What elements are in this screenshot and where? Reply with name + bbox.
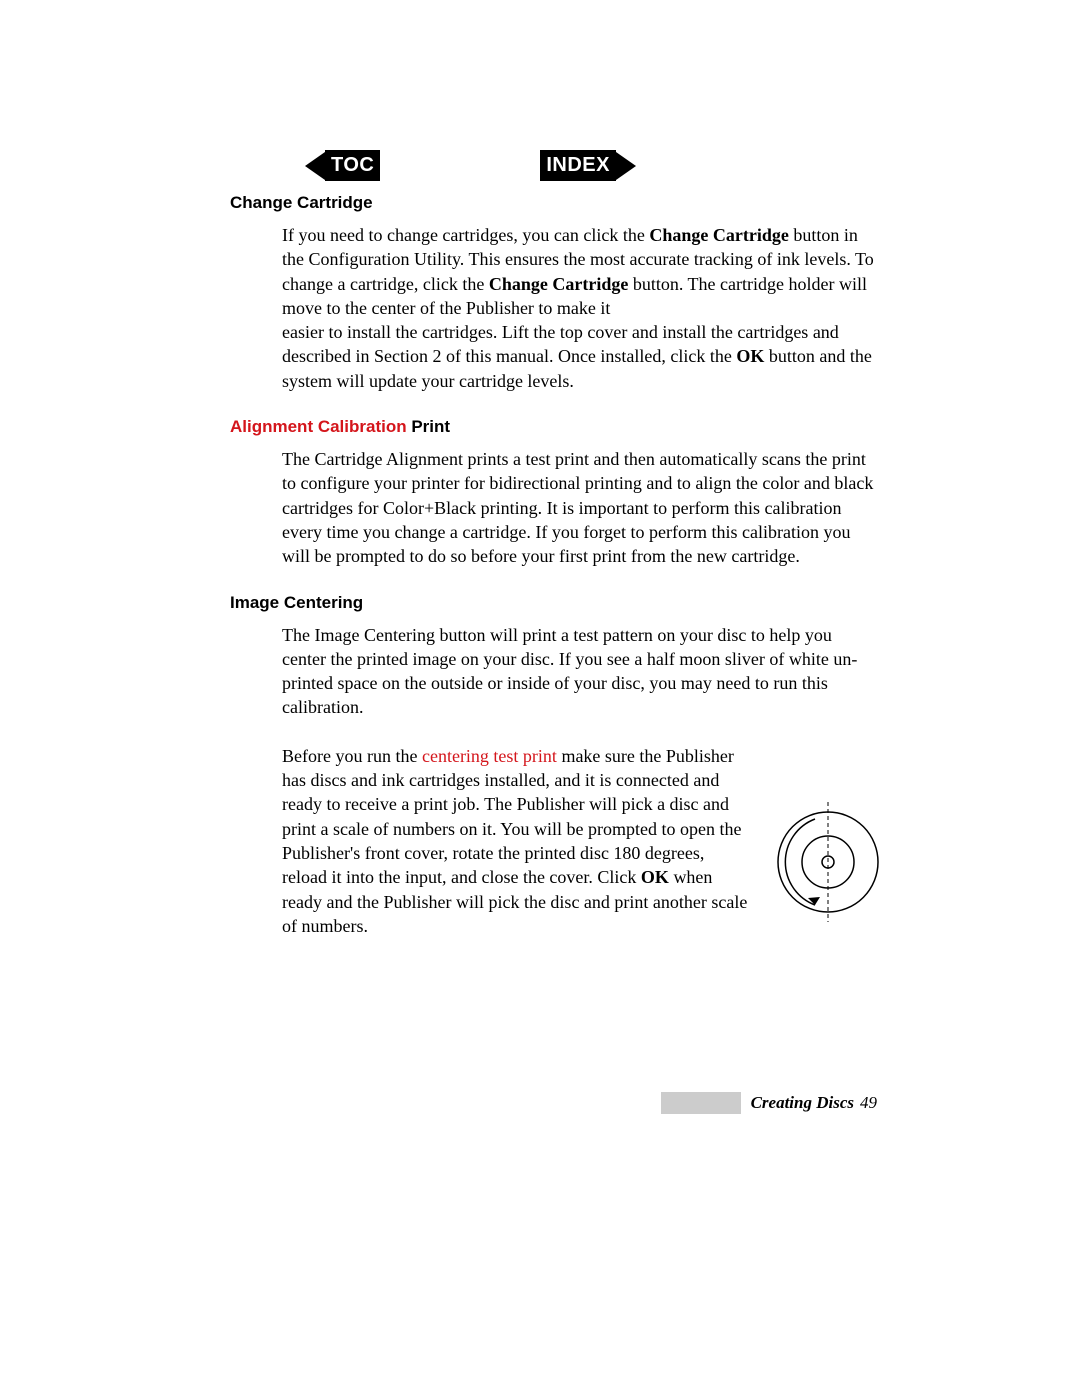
text-run: The Cartridge Alignment prints a test pr… — [282, 449, 873, 566]
text-run: make sure the Publisher has discs and in… — [282, 746, 741, 887]
nav-bar: TOC INDEX — [305, 150, 880, 181]
heading-text: Image Centering — [230, 593, 363, 612]
footer-page-number: 49 — [860, 1093, 877, 1113]
footer-chapter: Creating Discs — [751, 1093, 854, 1113]
paragraph: The Image Centering button will print a … — [282, 623, 880, 720]
page-footer: Creating Discs 49 — [661, 1092, 877, 1114]
heading-change-cartridge: Change Cartridge — [230, 193, 880, 213]
text-run: If you need to change cartridges, you ca… — [282, 225, 649, 245]
text-red: centering test print — [422, 746, 557, 766]
arrow-right-icon — [616, 152, 636, 180]
heading-image-centering: Image Centering — [230, 593, 880, 613]
text-run: Before you run the — [282, 746, 422, 766]
arrow-left-icon — [305, 152, 325, 180]
text-bold: Change Cartridge — [649, 225, 788, 245]
heading-text: Change Cartridge — [230, 193, 373, 212]
text-bold: Change Cartridge — [489, 274, 628, 294]
heading-alignment: Alignment Calibration Print — [230, 417, 880, 437]
paragraph: The Cartridge Alignment prints a test pr… — [282, 447, 880, 568]
toc-button[interactable]: TOC — [305, 150, 380, 181]
paragraph: If you need to change cartridges, you ca… — [282, 223, 880, 393]
footer-bar — [661, 1092, 741, 1114]
paragraph-with-figure: Before you run the centering test print … — [230, 744, 880, 938]
disc-rotation-icon — [768, 802, 888, 922]
text-run: The Image Centering button will print a … — [282, 625, 857, 718]
index-label: INDEX — [540, 150, 616, 181]
heading-text: Print — [407, 417, 450, 436]
index-button[interactable]: INDEX — [540, 150, 636, 181]
text-bold: OK — [641, 867, 669, 887]
text-bold: OK — [736, 346, 764, 366]
toc-label: TOC — [325, 150, 380, 181]
heading-text-red: Alignment Calibration — [230, 417, 407, 436]
document-page: TOC INDEX Change Cartridge If you need t… — [0, 0, 1080, 938]
